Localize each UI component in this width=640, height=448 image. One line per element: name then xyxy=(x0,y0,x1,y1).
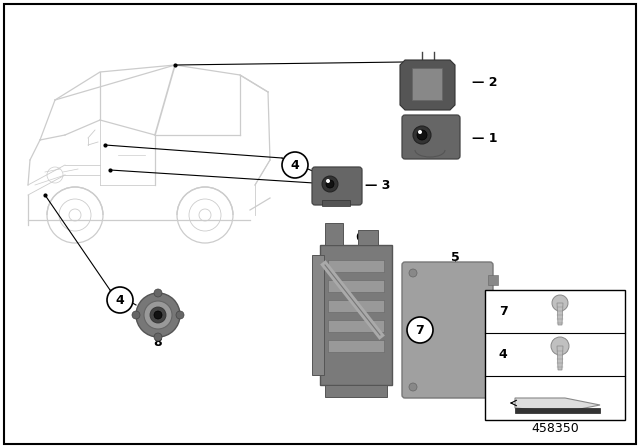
Text: 4: 4 xyxy=(291,159,300,172)
Circle shape xyxy=(154,289,162,297)
Bar xyxy=(328,280,384,292)
Circle shape xyxy=(418,130,422,134)
Text: 5: 5 xyxy=(451,250,460,263)
Circle shape xyxy=(551,337,569,355)
Bar xyxy=(328,260,384,272)
FancyBboxPatch shape xyxy=(312,167,362,205)
Circle shape xyxy=(132,311,140,319)
Polygon shape xyxy=(557,303,563,325)
Polygon shape xyxy=(400,60,455,110)
Circle shape xyxy=(413,126,431,144)
Circle shape xyxy=(326,179,330,183)
Circle shape xyxy=(409,269,417,277)
Circle shape xyxy=(282,152,308,178)
Bar xyxy=(412,68,442,100)
Bar xyxy=(358,230,378,245)
Polygon shape xyxy=(557,346,563,370)
Bar xyxy=(515,408,600,413)
Circle shape xyxy=(407,317,433,343)
Text: — 3: — 3 xyxy=(365,178,390,191)
Bar xyxy=(320,245,392,385)
Circle shape xyxy=(154,311,162,319)
FancyBboxPatch shape xyxy=(402,262,493,398)
Bar xyxy=(488,275,498,285)
Bar xyxy=(328,300,384,312)
Circle shape xyxy=(322,176,338,192)
Circle shape xyxy=(150,307,166,323)
Bar xyxy=(322,200,350,206)
Text: 7: 7 xyxy=(499,305,508,318)
Circle shape xyxy=(144,301,172,329)
Bar xyxy=(485,290,625,420)
Text: 6: 6 xyxy=(356,231,364,244)
Wedge shape xyxy=(552,295,568,311)
Circle shape xyxy=(176,311,184,319)
Bar xyxy=(328,320,384,332)
Text: 8: 8 xyxy=(154,336,163,349)
Bar xyxy=(325,223,343,245)
Text: — 2: — 2 xyxy=(472,76,497,89)
Circle shape xyxy=(136,293,180,337)
Polygon shape xyxy=(515,398,600,412)
Bar xyxy=(488,375,498,385)
Text: 4: 4 xyxy=(499,348,508,361)
Text: — 1: — 1 xyxy=(472,132,497,145)
Text: 7: 7 xyxy=(415,323,424,336)
Bar xyxy=(325,385,387,397)
Bar xyxy=(312,255,324,375)
Bar xyxy=(488,308,498,319)
Circle shape xyxy=(409,383,417,391)
FancyBboxPatch shape xyxy=(402,115,460,159)
Circle shape xyxy=(154,333,162,341)
Bar xyxy=(328,340,384,352)
Circle shape xyxy=(107,287,133,313)
Circle shape xyxy=(417,130,427,140)
Bar xyxy=(488,342,498,352)
Text: 458350: 458350 xyxy=(531,422,579,435)
Circle shape xyxy=(326,180,334,188)
Text: 4: 4 xyxy=(116,293,124,306)
